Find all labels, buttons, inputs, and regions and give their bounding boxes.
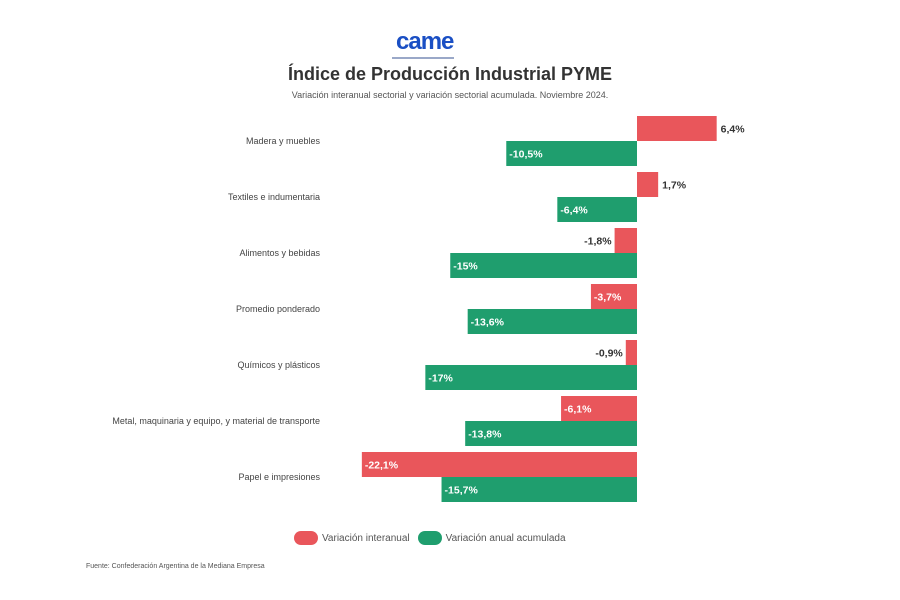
data-label: -6,4% — [560, 205, 588, 217]
bar — [557, 197, 637, 222]
category-label: Alimentos y bebidas — [239, 248, 320, 258]
category-label: Textiles e indumentaria — [228, 192, 320, 202]
category-label: Papel e impresiones — [238, 472, 320, 482]
logo-tagline — [392, 57, 454, 59]
bar — [450, 253, 637, 278]
legend-item-acumulada: Variación anual acumulada — [417, 531, 566, 545]
legend-swatch — [294, 531, 318, 545]
came-logo: came — [392, 28, 454, 64]
bar — [590, 284, 637, 309]
legend-label: Variación interanual — [322, 532, 410, 544]
data-label: -22,1% — [365, 460, 399, 472]
bar — [425, 365, 637, 390]
data-label: -3,7% — [594, 292, 622, 304]
source-note: Fuente: Confederación Argentina de la Me… — [86, 563, 265, 570]
legend-label: Variación anual acumulada — [445, 532, 566, 544]
bar — [467, 309, 637, 334]
bar — [637, 116, 717, 141]
data-label: 6,4% — [721, 124, 746, 136]
chart-subtitle: Variación interanual sectorial y variaci… — [291, 90, 609, 100]
legend-swatch — [417, 531, 442, 545]
bar — [637, 172, 659, 197]
bar — [561, 396, 637, 421]
bar — [465, 421, 637, 446]
bar — [441, 477, 637, 502]
bar — [625, 340, 637, 365]
chart-title: Índice de Producción Industrial PYME — [287, 64, 613, 84]
bar — [506, 141, 637, 166]
data-label: -10,5% — [509, 149, 543, 161]
logo-text: came — [396, 28, 454, 55]
category-label: Metal, maquinaria y equipo, y material d… — [112, 416, 320, 426]
bar — [614, 228, 637, 253]
bar — [361, 452, 637, 477]
data-label: -6,1% — [564, 404, 592, 416]
data-label: -13,6% — [471, 317, 505, 329]
data-label: 1,7% — [662, 180, 687, 192]
legend-item-interanual: Variación interanual — [294, 531, 410, 545]
category-label: Químicos y plásticos — [237, 360, 320, 370]
data-label: -17% — [428, 373, 453, 385]
category-label: Madera y muebles — [246, 136, 321, 146]
data-label: -15% — [453, 261, 478, 273]
data-label: -1,8% — [584, 236, 612, 248]
data-label: -13,8% — [468, 429, 502, 441]
legend: Variación interanual Variación anual acu… — [294, 531, 574, 545]
category-label: Promedio ponderado — [236, 304, 320, 314]
data-label: -0,9% — [595, 348, 623, 360]
data-label: -15,7% — [445, 485, 479, 497]
